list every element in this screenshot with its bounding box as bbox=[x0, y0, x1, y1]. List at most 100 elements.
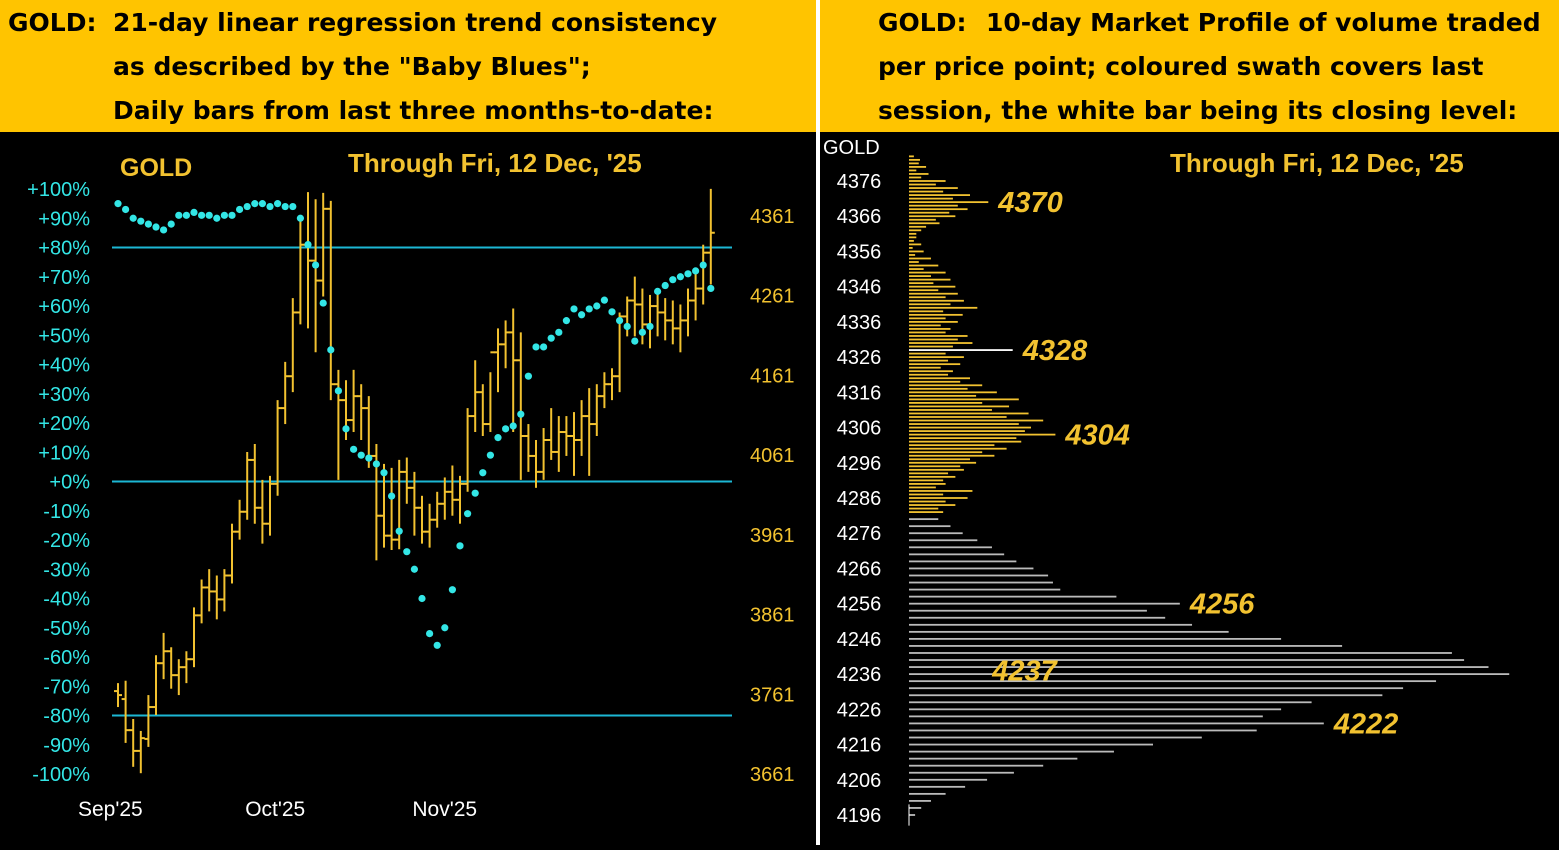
volume-bar bbox=[909, 539, 978, 542]
volume-bar bbox=[909, 254, 916, 256]
baby-blue-dot bbox=[372, 460, 380, 468]
baby-blue-dot bbox=[547, 334, 555, 342]
profile-price-label: 4346 bbox=[837, 277, 882, 299]
baby-blue-dot bbox=[631, 337, 639, 345]
baby-blue-dot bbox=[274, 200, 282, 208]
volume-bar bbox=[909, 532, 963, 535]
price-tick-label: 4361 bbox=[750, 206, 795, 228]
ohlc-bar bbox=[570, 412, 578, 476]
ohlc-bar bbox=[463, 408, 472, 492]
pct-tick-label: +0% bbox=[49, 472, 90, 494]
pct-tick-label: +20% bbox=[38, 413, 90, 435]
baby-blue-dot bbox=[669, 276, 677, 284]
price-tick-label: 3661 bbox=[750, 764, 795, 786]
volume-bar bbox=[909, 394, 977, 397]
volume-bar bbox=[909, 814, 916, 816]
ohlc-bar bbox=[554, 416, 563, 472]
volume-bar bbox=[909, 162, 919, 165]
volume-bar bbox=[909, 595, 1117, 598]
volume-bar bbox=[909, 158, 920, 161]
volume-bar bbox=[909, 243, 922, 246]
volume-bar bbox=[909, 250, 924, 253]
baby-blue-dot bbox=[410, 565, 418, 573]
volume-bar bbox=[909, 257, 931, 260]
volume-bar bbox=[909, 729, 1257, 732]
ohlc-bar bbox=[501, 320, 510, 369]
baby-blue-dot bbox=[205, 211, 213, 219]
ohlc-bar bbox=[182, 651, 191, 684]
baby-blue-dot bbox=[608, 308, 616, 316]
volume-bar bbox=[909, 778, 988, 781]
baby-blue-dot bbox=[122, 205, 130, 214]
ohlc-bar bbox=[608, 368, 616, 401]
volume-bar bbox=[909, 472, 949, 475]
volume-bar bbox=[909, 261, 919, 263]
profile-callout-label: 4370 bbox=[997, 187, 1063, 219]
volume-bar bbox=[909, 486, 936, 489]
volume-bar bbox=[909, 493, 944, 496]
volume-bar bbox=[909, 490, 973, 492]
pct-tick-label: -90% bbox=[43, 735, 90, 757]
ohlc-bar bbox=[296, 216, 305, 325]
profile-callout-label: 4222 bbox=[1333, 708, 1399, 740]
baby-blue-dot bbox=[494, 434, 502, 442]
volume-bar bbox=[909, 320, 958, 323]
volume-bar bbox=[909, 483, 946, 485]
pct-tick-label: -50% bbox=[43, 618, 90, 640]
market-profile-panel: GOLD Through Fri, 12 Dec, '25 4376 4366 43… bbox=[820, 132, 1559, 845]
ohlc-bar bbox=[532, 439, 540, 488]
ohlc-bar bbox=[304, 192, 312, 329]
ohlc-bar bbox=[630, 276, 639, 337]
volume-bar bbox=[909, 208, 968, 211]
baby-blue-dot bbox=[509, 422, 517, 430]
ohlc-bar bbox=[539, 428, 548, 480]
ohlc-bar bbox=[684, 288, 692, 337]
volume-bar bbox=[909, 546, 992, 549]
baby-blue-dot bbox=[160, 226, 168, 234]
ohlc-bar bbox=[494, 328, 502, 393]
pct-tick-label: -40% bbox=[43, 589, 90, 611]
price-tick-label: 3861 bbox=[750, 605, 795, 627]
pct-tick-label: -10% bbox=[43, 501, 90, 523]
baby-blue-dot bbox=[190, 208, 198, 216]
volume-bar bbox=[909, 553, 1005, 556]
baby-blue-dot bbox=[684, 270, 692, 278]
ohlc-bar bbox=[691, 272, 700, 321]
baby-blue-dot bbox=[388, 492, 396, 500]
volume-bar bbox=[909, 194, 970, 196]
panel-divider bbox=[816, 0, 820, 845]
ohlc-bar bbox=[281, 361, 290, 425]
volume-bar bbox=[909, 504, 956, 506]
baby-blue-dot bbox=[334, 387, 342, 395]
volume-bar bbox=[909, 183, 936, 186]
pct-tick-label: +30% bbox=[38, 384, 90, 406]
ohlc-bar bbox=[668, 300, 677, 345]
profile-price-label: 4226 bbox=[837, 699, 882, 721]
right-header-line1: 10-day Market Profile of volume traded bbox=[986, 8, 1541, 37]
volume-bar bbox=[909, 166, 927, 168]
right-chart-header: GOLD: 10-day Market Profile of volume tr… bbox=[820, 0, 1559, 132]
ohlc-bar bbox=[121, 680, 130, 743]
volume-bar bbox=[909, 694, 1383, 697]
volume-bar bbox=[909, 190, 944, 193]
volume-bar bbox=[909, 331, 946, 334]
ohlc-bar bbox=[167, 647, 176, 689]
baby-blue-dot bbox=[251, 200, 259, 208]
left-chart-header: GOLD: 21-day linear regression trend con… bbox=[0, 0, 816, 132]
baby-blue-dot bbox=[532, 343, 540, 351]
profile-price-label: 4246 bbox=[837, 629, 882, 651]
volume-bar bbox=[909, 335, 968, 337]
ohlc-bar bbox=[273, 400, 282, 496]
volume-bar bbox=[909, 567, 1034, 570]
baby-blue-dot bbox=[198, 211, 206, 219]
ohlc-bar bbox=[478, 384, 487, 437]
volume-bar bbox=[909, 197, 953, 200]
ohlc-bar bbox=[646, 294, 654, 349]
volume-bar bbox=[909, 461, 977, 464]
left-date-label: Through Fri, 12 Dec, '25 bbox=[348, 148, 642, 178]
volume-bar bbox=[909, 271, 946, 274]
volume-bar bbox=[909, 440, 1022, 443]
pct-tick-label: -60% bbox=[43, 647, 90, 669]
ohlc-bar bbox=[676, 304, 685, 353]
ohlc-bar bbox=[319, 192, 328, 297]
